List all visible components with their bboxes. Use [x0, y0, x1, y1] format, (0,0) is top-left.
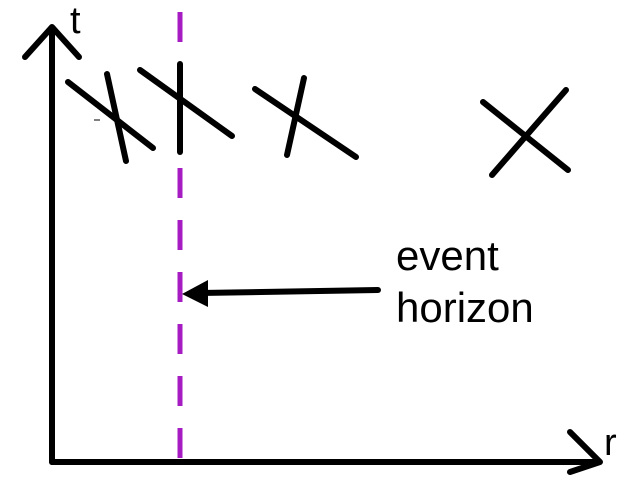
light-cone-1 — [65, 71, 156, 164]
r-axis-label: r — [604, 422, 617, 464]
event-horizon-label-line1: event — [396, 232, 499, 279]
t-axis-arrowhead — [22, 24, 82, 60]
event-horizon-label-line2: horizon — [396, 284, 534, 331]
annotation-arrow — [182, 280, 381, 307]
t-axis-label: t — [70, 0, 81, 42]
light-cone-4 — [480, 87, 571, 178]
r-axis-arrowhead — [567, 429, 603, 475]
light-cone-2 — [137, 61, 235, 155]
light-cone-3 — [252, 75, 359, 160]
